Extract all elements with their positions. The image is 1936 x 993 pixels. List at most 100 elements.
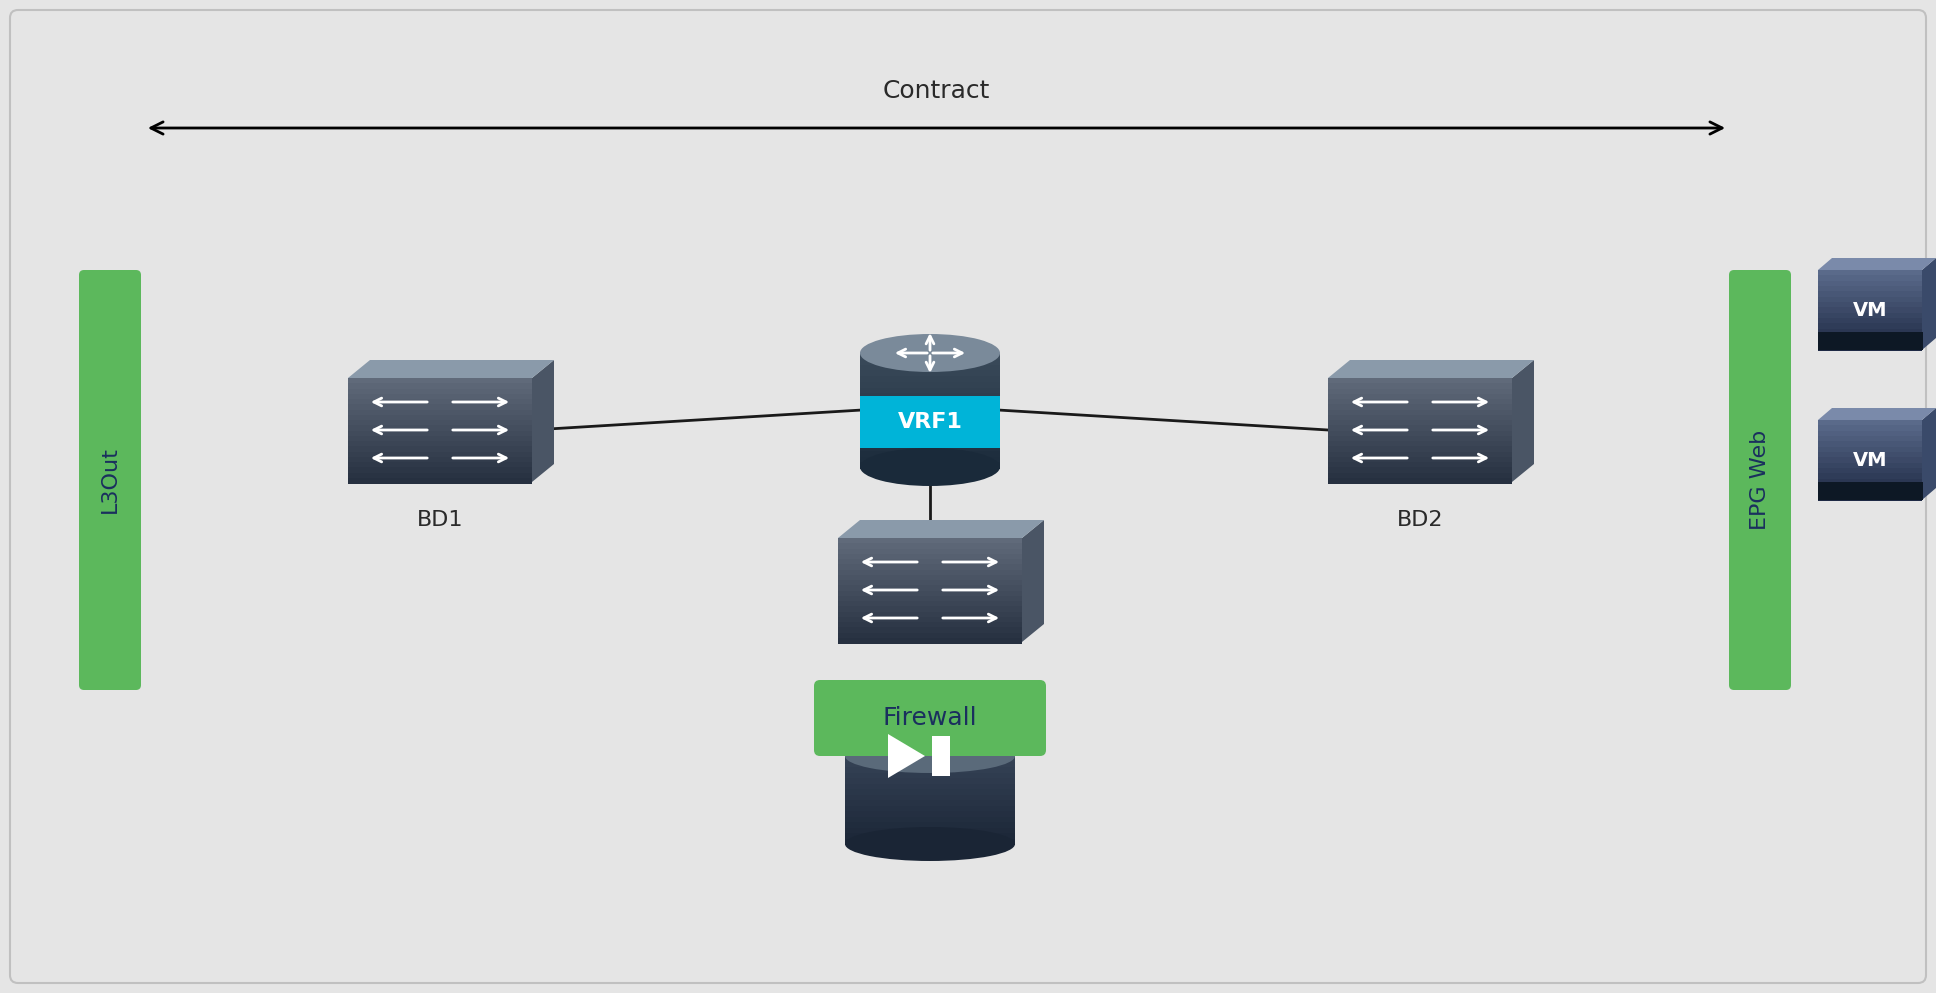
Polygon shape [889, 734, 925, 778]
Polygon shape [348, 420, 532, 426]
Polygon shape [348, 404, 532, 410]
Polygon shape [1818, 441, 1922, 448]
Polygon shape [348, 360, 554, 378]
Polygon shape [1818, 270, 1922, 276]
Text: VRF1: VRF1 [898, 412, 962, 432]
Polygon shape [844, 778, 1014, 784]
Text: Service-BD: Service-BD [869, 680, 991, 700]
Polygon shape [860, 422, 1001, 429]
Ellipse shape [844, 739, 1014, 773]
Polygon shape [1818, 340, 1922, 346]
Ellipse shape [860, 448, 1001, 486]
Polygon shape [348, 425, 532, 432]
Polygon shape [348, 388, 532, 395]
Polygon shape [1818, 431, 1922, 437]
Polygon shape [838, 543, 1022, 549]
Polygon shape [860, 405, 1001, 411]
Polygon shape [860, 410, 1001, 417]
Polygon shape [1328, 388, 1512, 395]
Polygon shape [1818, 463, 1922, 469]
FancyBboxPatch shape [1729, 270, 1791, 690]
Polygon shape [348, 415, 532, 421]
Polygon shape [1818, 345, 1922, 351]
Polygon shape [838, 559, 1022, 565]
Polygon shape [860, 439, 1001, 446]
FancyBboxPatch shape [813, 680, 1045, 756]
Polygon shape [860, 451, 1001, 458]
Polygon shape [1818, 324, 1922, 330]
Polygon shape [844, 767, 1014, 774]
Polygon shape [1022, 520, 1044, 642]
Polygon shape [844, 762, 1014, 768]
Polygon shape [838, 564, 1022, 571]
Polygon shape [838, 554, 1022, 560]
Polygon shape [844, 822, 1014, 828]
Polygon shape [1818, 302, 1922, 309]
Text: EPG Web: EPG Web [1750, 430, 1770, 530]
Polygon shape [860, 434, 1001, 440]
Polygon shape [348, 468, 532, 474]
Polygon shape [1328, 360, 1533, 378]
Polygon shape [844, 811, 1014, 817]
Polygon shape [860, 364, 1001, 371]
Polygon shape [1818, 275, 1922, 282]
Polygon shape [860, 353, 1001, 359]
Polygon shape [844, 756, 1014, 763]
Polygon shape [1328, 473, 1512, 479]
Polygon shape [348, 383, 532, 389]
Polygon shape [1818, 458, 1922, 464]
Polygon shape [860, 370, 1001, 377]
Polygon shape [348, 473, 532, 479]
Polygon shape [860, 393, 1001, 400]
Polygon shape [844, 789, 1014, 795]
Polygon shape [1818, 490, 1922, 496]
Polygon shape [860, 381, 1001, 388]
Polygon shape [1328, 383, 1512, 389]
Polygon shape [1818, 258, 1936, 270]
Polygon shape [1818, 334, 1922, 341]
Polygon shape [1328, 399, 1512, 405]
FancyBboxPatch shape [1818, 333, 1922, 350]
Polygon shape [838, 622, 1022, 629]
Polygon shape [860, 399, 1001, 406]
Polygon shape [1328, 436, 1512, 442]
Polygon shape [1328, 468, 1512, 474]
Polygon shape [1328, 452, 1512, 458]
Polygon shape [1818, 425, 1922, 432]
Polygon shape [838, 633, 1022, 638]
Polygon shape [838, 548, 1022, 555]
Polygon shape [1818, 420, 1922, 426]
Polygon shape [844, 773, 1014, 779]
FancyBboxPatch shape [860, 396, 1001, 448]
Polygon shape [1512, 360, 1533, 482]
Polygon shape [1818, 484, 1922, 491]
Polygon shape [348, 457, 532, 463]
Text: BD2: BD2 [1396, 510, 1442, 530]
Polygon shape [860, 445, 1001, 452]
Polygon shape [1818, 408, 1936, 420]
Polygon shape [844, 838, 1014, 845]
Polygon shape [348, 452, 532, 458]
Polygon shape [348, 441, 532, 447]
Polygon shape [1328, 478, 1512, 484]
Text: BD1: BD1 [416, 510, 463, 530]
Polygon shape [1328, 446, 1512, 453]
Polygon shape [1328, 425, 1512, 432]
Polygon shape [860, 428, 1001, 435]
Ellipse shape [844, 827, 1014, 861]
Polygon shape [860, 416, 1001, 423]
Polygon shape [838, 607, 1022, 613]
Polygon shape [838, 585, 1022, 592]
Polygon shape [838, 601, 1022, 608]
Polygon shape [1818, 313, 1922, 319]
FancyBboxPatch shape [79, 270, 141, 690]
Polygon shape [860, 376, 1001, 382]
Polygon shape [838, 575, 1022, 581]
Polygon shape [838, 591, 1022, 597]
Text: VM: VM [1853, 451, 1888, 470]
Polygon shape [348, 462, 532, 469]
Text: L3Out: L3Out [101, 447, 120, 513]
Polygon shape [1818, 474, 1922, 480]
Polygon shape [348, 478, 532, 484]
Polygon shape [860, 358, 1001, 365]
